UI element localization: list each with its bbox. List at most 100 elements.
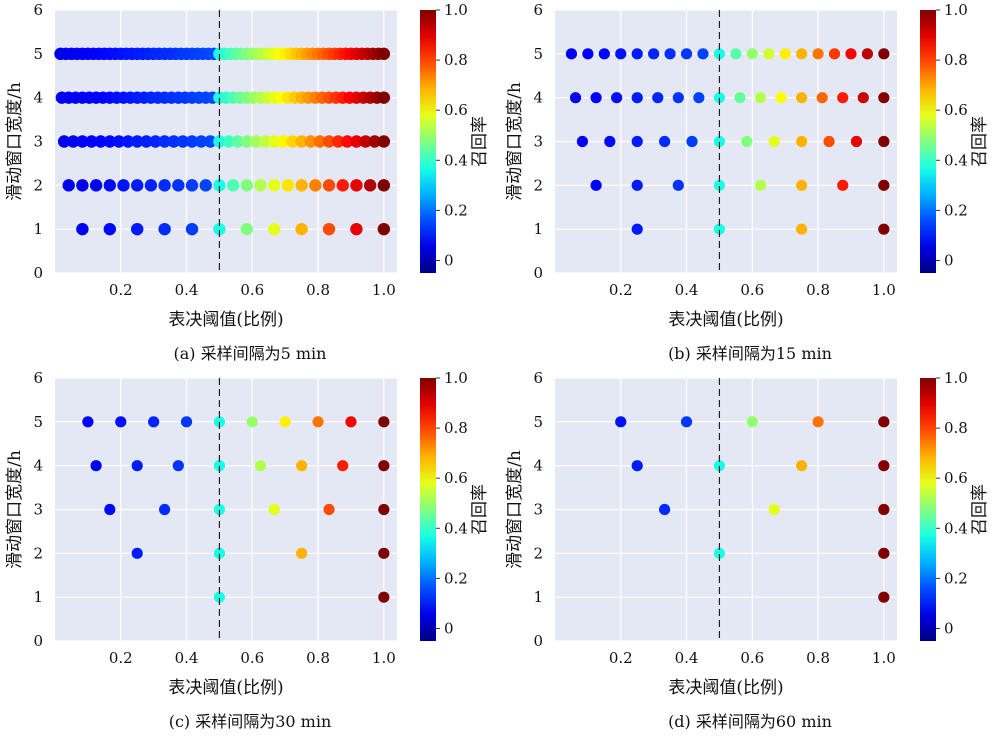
caption-b: (b) 采样间隔为15 min [668,344,832,363]
data-point [226,179,240,192]
data-point [249,135,263,148]
data-point [680,48,693,60]
data-point [823,135,835,148]
data-point [213,416,226,428]
data-point [615,416,627,428]
data-point [582,48,594,60]
data-point [878,223,890,235]
data-point [746,416,758,428]
data-point [878,179,890,191]
x-axis-label: 表决阈值(比例) [168,678,283,698]
data-point [378,416,390,428]
data-point [377,91,391,104]
x-tick-label: 0.4 [675,649,699,667]
x-tick-label: 0.2 [609,649,633,667]
data-point [213,547,226,559]
data-point [857,92,869,104]
data-point [158,135,171,148]
data-point [350,222,363,236]
data-point [652,92,664,104]
data-point [734,92,746,104]
colorbar-tick-label: 0.4 [444,519,468,537]
y-tick-label: 2 [533,544,543,562]
data-point [741,135,753,148]
colorbar [920,378,936,641]
data-point [85,135,98,148]
data-point [878,591,890,603]
data-point [659,503,671,516]
data-point [268,179,281,192]
scatter-chart-c: 0.2 0.4 0.6 0.8 1.0 0 1 2 3 4 5 6 表决阈值(比例) 滑动窗口宽度/h 0 0… [5,369,490,698]
y-tick-label: 1 [533,588,543,606]
data-point [246,416,258,428]
data-point [590,92,602,104]
data-point [812,416,824,428]
data-point [149,135,162,148]
data-point [686,135,698,148]
data-point [131,179,144,192]
data-point [231,135,244,148]
y-tick-label: 6 [533,369,543,387]
x-tick-label: 0.2 [609,281,633,299]
data-point [878,92,890,104]
colorbar-tick-label: 1.0 [944,369,968,387]
data-point [569,92,582,104]
data-point [368,135,381,148]
data-point [631,223,643,235]
data-point [167,135,180,148]
data-point [878,503,890,516]
data-point [631,179,643,191]
data-point [172,179,185,192]
y-tick-label: 4 [33,457,43,475]
data-point [131,135,144,148]
y-tick-label: 6 [33,1,43,19]
x-tick-label: 1.0 [372,281,396,299]
data-point [115,416,127,428]
data-point [76,222,89,236]
chart-panel-d: 0.2 0.4 0.6 0.8 1.0 0 1 2 3 4 5 6 表决阈值(比例) 滑动窗口宽度/h 0 0… [500,368,1000,736]
data-point [213,179,226,192]
data-point [850,135,863,148]
data-point [76,135,89,148]
data-point [240,135,254,148]
x-tick-label: 0.6 [240,281,264,299]
data-point [144,179,158,192]
y-axis-label: 滑动窗口宽度/h [505,82,525,201]
data-point [345,416,357,428]
y-tick-label: 5 [533,413,543,431]
y-tick-label: 4 [533,457,543,475]
x-tick-label: 0.8 [306,649,330,667]
data-point [576,135,589,148]
colorbar [420,10,436,273]
data-point [304,135,317,148]
colorbar-label: 召回率 [470,484,490,535]
data-point [67,135,80,148]
data-point [322,179,336,192]
colorbar-tick-label: 0.6 [444,469,468,487]
data-point [89,179,103,192]
data-point [565,48,578,60]
data-point [158,179,171,192]
colorbar-tick-label: 1.0 [444,1,468,19]
colorbar-tick-label: 0.2 [444,569,468,587]
x-tick-label: 0.4 [675,281,699,299]
data-point [377,222,391,236]
data-point [322,222,336,236]
data-point [837,179,849,191]
x-tick-label: 0.6 [740,649,764,667]
data-point [313,135,327,148]
data-point [378,460,390,472]
data-point [185,179,199,192]
data-point [878,48,890,60]
data-point [796,135,808,148]
y-tick-label: 2 [33,544,43,562]
data-point [713,547,726,559]
y-tick-label: 1 [33,588,43,606]
data-point [779,48,791,60]
y-tick-label: 1 [33,220,43,238]
data-point [697,48,709,60]
data-point [295,135,308,148]
chart-panel-b: 0.2 0.4 0.6 0.8 1.0 0 1 2 3 4 5 6 表决阈值(比例) 滑动窗口宽度/h 0 0… [500,0,1000,368]
data-point [604,135,616,148]
data-point [277,135,290,148]
